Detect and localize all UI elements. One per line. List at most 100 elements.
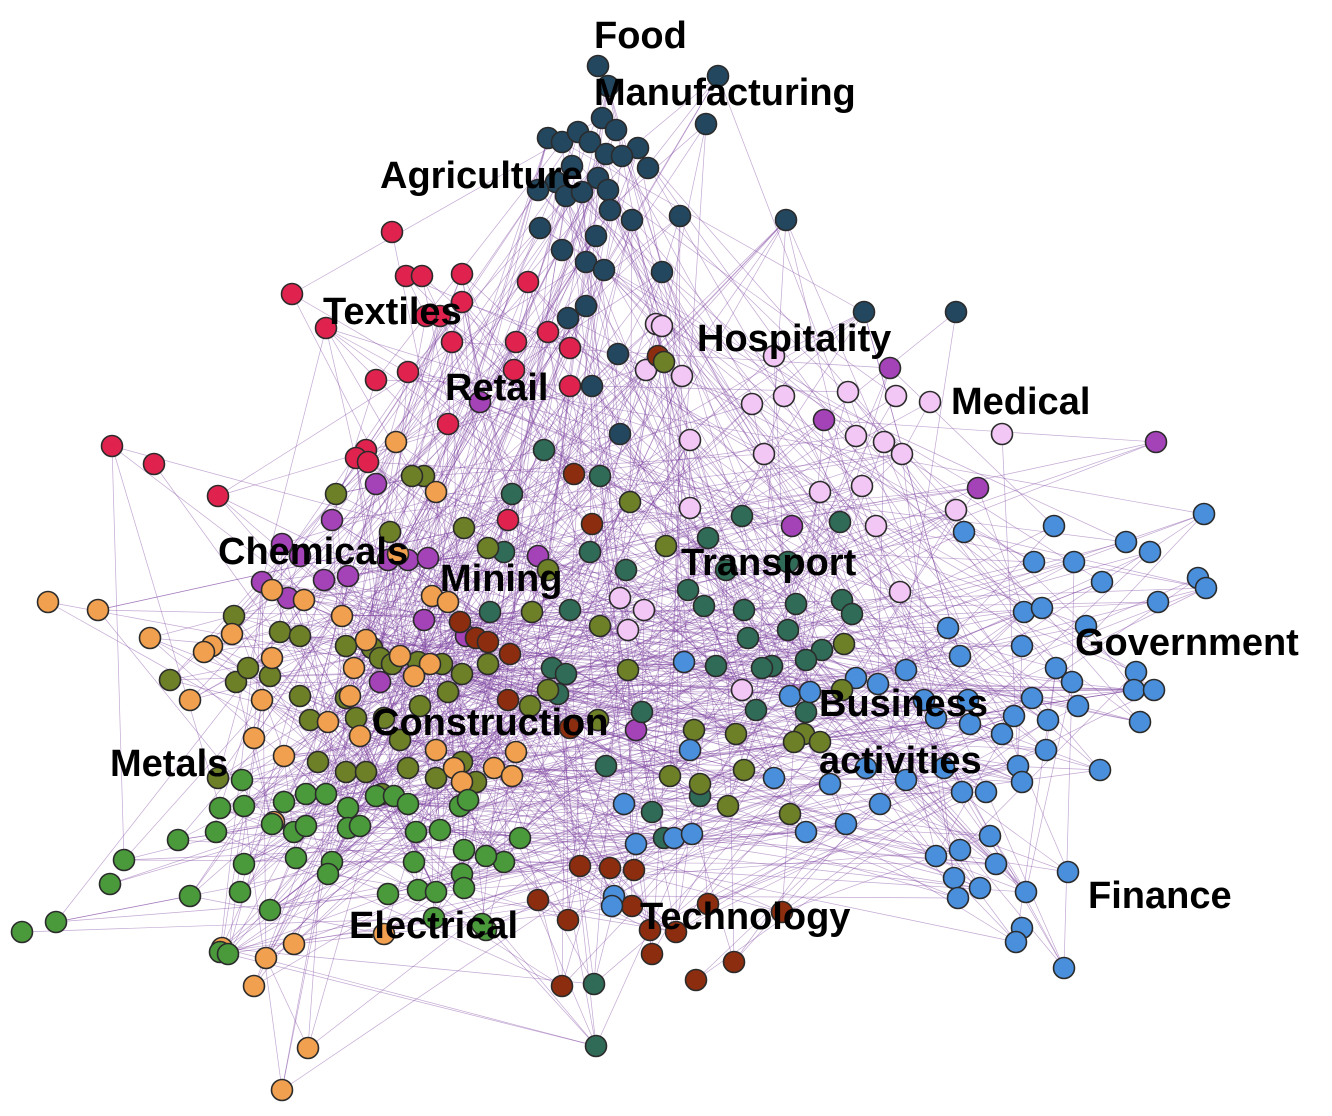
network-edge	[531, 403, 753, 613]
network-edge	[413, 153, 607, 677]
node-government	[1090, 570, 1114, 594]
network-edge	[109, 729, 637, 885]
network-edge	[433, 843, 637, 919]
network-edge	[875, 525, 1141, 723]
node-textiles	[314, 316, 338, 340]
node-electrical	[44, 910, 68, 934]
network-edge	[371, 271, 663, 649]
network-edge	[529, 375, 683, 707]
node-hospitality	[678, 428, 702, 452]
network-edge	[299, 635, 1033, 699]
network-edge	[665, 545, 987, 793]
node-construction	[424, 766, 448, 790]
network-edge	[717, 75, 857, 437]
node-electrical	[376, 882, 400, 906]
node-government	[1034, 738, 1058, 762]
network-edge	[631, 833, 693, 907]
node-finance	[974, 780, 998, 804]
node-business	[618, 490, 642, 514]
network-edge	[407, 371, 1205, 515]
network-edge	[265, 957, 309, 1049]
node-agriculture	[608, 422, 632, 446]
network-edge	[227, 781, 477, 955]
network-edge	[215, 689, 1135, 833]
network-edge	[123, 587, 1207, 861]
node-transport	[554, 662, 578, 686]
network-edge	[463, 85, 609, 889]
node-construction	[450, 662, 474, 686]
node-construction	[436, 680, 460, 704]
network-edge	[423, 619, 807, 661]
network-edge	[761, 509, 957, 669]
node-metals	[192, 640, 216, 664]
node-mining	[664, 920, 688, 944]
network-edge	[493, 767, 775, 779]
network-edge	[603, 75, 719, 271]
network-edge	[689, 395, 897, 751]
node-business	[520, 600, 544, 624]
network-edge	[269, 823, 847, 911]
node-construction	[268, 620, 292, 644]
node-mining	[580, 512, 604, 536]
network-edge	[407, 803, 991, 837]
node-agriculture	[528, 216, 552, 240]
network-edge	[253, 551, 591, 739]
network-edge	[303, 599, 1135, 691]
network-edge	[447, 129, 617, 603]
network-edge	[55, 795, 701, 923]
node-mining	[448, 610, 472, 634]
node-business	[654, 534, 678, 558]
node-retail	[558, 336, 582, 360]
node-electrical	[402, 850, 426, 874]
network-edge	[217, 495, 381, 683]
node-government	[1192, 502, 1216, 526]
network-edge	[233, 531, 391, 617]
node-retail	[496, 508, 520, 532]
network-edge	[727, 491, 821, 807]
network-edge	[661, 271, 1065, 969]
network-edge	[435, 491, 621, 599]
node-mining	[696, 892, 720, 916]
network-edge	[261, 581, 1079, 707]
node-business	[616, 658, 640, 682]
network-edge	[461, 301, 1027, 893]
network-edge	[791, 525, 1023, 783]
node-construction	[334, 760, 358, 784]
network-edge	[613, 699, 969, 897]
network-edge	[599, 625, 845, 645]
network-edge	[233, 615, 843, 691]
network-edge	[661, 271, 981, 889]
network-edge	[595, 833, 693, 1047]
node-business	[400, 464, 424, 488]
node-finance	[624, 832, 648, 856]
node-electrical	[230, 768, 254, 792]
label-chemicals: Chemicals	[218, 531, 408, 573]
node-agriculture	[580, 374, 604, 398]
network-edge	[571, 165, 627, 571]
network-edge	[751, 403, 1033, 699]
node-textiles	[516, 270, 540, 294]
network-edge	[537, 555, 671, 777]
node-electrical	[260, 812, 284, 836]
network-edge	[111, 445, 221, 809]
network-edge	[617, 353, 1101, 771]
node-government	[1010, 634, 1034, 658]
node-mining	[722, 950, 746, 974]
network-edge	[633, 587, 1207, 871]
network-edge	[581, 191, 925, 701]
network-edge	[431, 595, 629, 671]
network-edge	[781, 719, 1049, 913]
network-edge	[431, 439, 691, 597]
network-edge	[503, 475, 601, 553]
network-edge	[307, 649, 823, 1049]
network-edge	[597, 525, 877, 721]
node-hospitality	[990, 422, 1014, 446]
label-technology: Technology	[640, 896, 850, 938]
network-edge	[649, 823, 847, 931]
network-edge	[547, 355, 775, 571]
network-edge	[655, 323, 1127, 543]
network-edge	[623, 803, 961, 851]
network-edge	[283, 749, 691, 757]
node-transport	[736, 626, 760, 650]
network-edge	[189, 611, 533, 701]
